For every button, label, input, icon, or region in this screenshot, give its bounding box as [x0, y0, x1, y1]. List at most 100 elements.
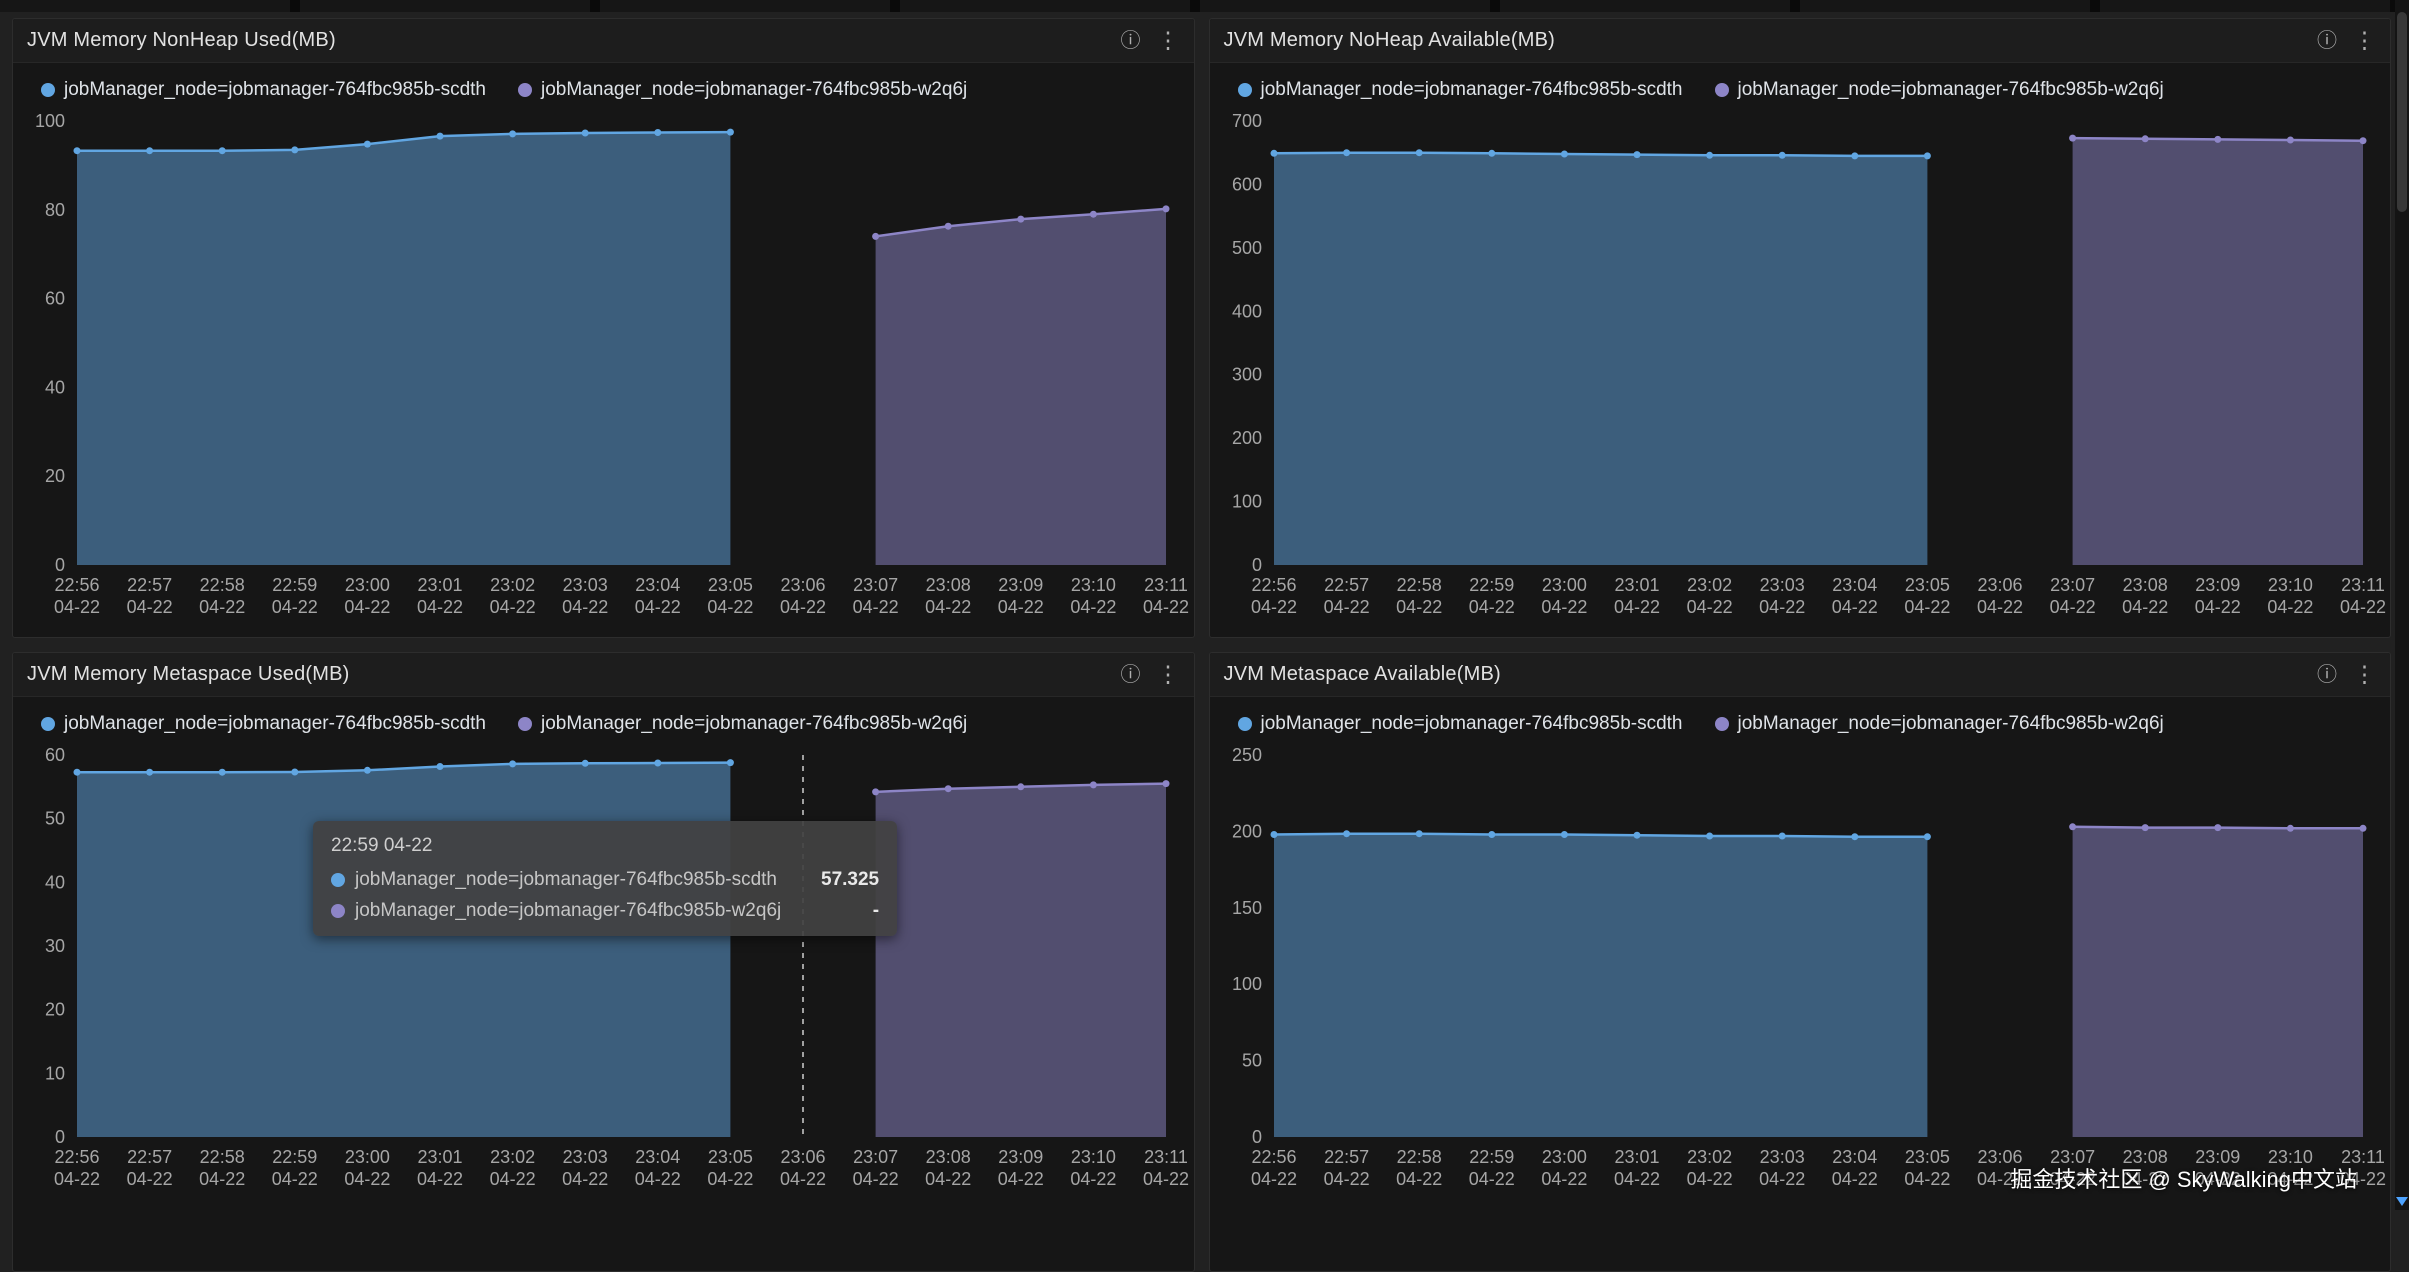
- svg-text:04-22: 04-22: [1541, 597, 1587, 617]
- svg-text:22:58: 22:58: [200, 575, 245, 595]
- svg-text:23:04: 23:04: [635, 575, 680, 595]
- svg-text:04-22: 04-22: [1396, 1169, 1442, 1189]
- svg-text:04-22: 04-22: [707, 1169, 753, 1189]
- legend-item-scdth[interactable]: jobManager_node=jobmanager-764fbc985b-sc…: [1238, 79, 1683, 101]
- svg-text:23:06: 23:06: [1977, 575, 2022, 595]
- chart-tooltip: 22:59 04-22 jobManager_node=jobmanager-7…: [313, 821, 897, 936]
- svg-text:200: 200: [1231, 428, 1261, 448]
- svg-text:23:02: 23:02: [490, 575, 535, 595]
- svg-text:22:59: 22:59: [272, 575, 317, 595]
- svg-text:23:07: 23:07: [853, 575, 898, 595]
- dashboard-grid: JVM Memory NonHeap Used(MB) ⓘ ⋮ jobManag…: [12, 18, 2391, 1272]
- svg-text:04-22: 04-22: [998, 1169, 1044, 1189]
- tooltip-dot-purple: [331, 904, 345, 918]
- legend-dot-purple: [518, 83, 532, 97]
- svg-text:150: 150: [1231, 898, 1261, 918]
- tooltip-series-label: jobManager_node=jobmanager-764fbc985b-sc…: [355, 869, 777, 891]
- panel-title: JVM Memory NoHeap Available(MB): [1224, 29, 1556, 52]
- chart-legend: jobManager_node=jobmanager-764fbc985b-sc…: [1210, 697, 2391, 741]
- svg-text:0: 0: [1251, 1127, 1261, 1147]
- chart-legend: jobManager_node=jobmanager-764fbc985b-sc…: [1210, 63, 2391, 107]
- panel-header: JVM Memory Metaspace Used(MB) ⓘ ⋮: [13, 653, 1194, 697]
- legend-item-w2q6j[interactable]: jobManager_node=jobmanager-764fbc985b-w2…: [1715, 79, 2164, 101]
- svg-text:04-22: 04-22: [1613, 1169, 1659, 1189]
- scrollbar-thumb[interactable]: [2397, 12, 2407, 212]
- svg-text:22:56: 22:56: [1251, 575, 1296, 595]
- svg-text:100: 100: [35, 111, 65, 131]
- svg-text:04-22: 04-22: [1468, 597, 1514, 617]
- kebab-menu-icon[interactable]: ⋮: [1157, 29, 1180, 52]
- svg-text:04-22: 04-22: [2339, 597, 2385, 617]
- watermark: 掘金技术社区 @ SkyWalking中文站: [2010, 1162, 2357, 1194]
- svg-text:04-22: 04-22: [1759, 1169, 1805, 1189]
- panel-actions: ⓘ ⋮: [2317, 29, 2376, 52]
- panel-header: JVM Memory NoHeap Available(MB) ⓘ ⋮: [1210, 19, 2391, 63]
- legend-item-w2q6j[interactable]: jobManager_node=jobmanager-764fbc985b-w2…: [1715, 713, 2164, 735]
- svg-text:22:56: 22:56: [1251, 1147, 1296, 1167]
- svg-text:23:11: 23:11: [1144, 1147, 1188, 1167]
- svg-text:04-22: 04-22: [1070, 597, 1116, 617]
- tooltip-series-value: -: [839, 900, 879, 922]
- svg-text:04-22: 04-22: [127, 1169, 173, 1189]
- svg-text:22:59: 22:59: [1469, 1147, 1514, 1167]
- svg-text:04-22: 04-22: [1396, 597, 1442, 617]
- svg-text:04-22: 04-22: [1250, 1169, 1296, 1189]
- info-icon[interactable]: ⓘ: [2317, 31, 2337, 51]
- scrollbar[interactable]: [2395, 0, 2409, 1210]
- svg-text:250: 250: [1231, 745, 1261, 765]
- svg-text:50: 50: [45, 809, 65, 829]
- browser-tab-strip: [0, 0, 2395, 12]
- svg-text:23:04: 23:04: [1832, 1147, 1877, 1167]
- legend-item-w2q6j[interactable]: jobManager_node=jobmanager-764fbc985b-w2…: [518, 713, 967, 735]
- svg-text:23:02: 23:02: [1687, 575, 1732, 595]
- svg-text:04-22: 04-22: [417, 597, 463, 617]
- svg-text:23:03: 23:03: [563, 1147, 608, 1167]
- legend-item-scdth[interactable]: jobManager_node=jobmanager-764fbc985b-sc…: [1238, 713, 1683, 735]
- panel-jvm-memory-noheap-available: JVM Memory NoHeap Available(MB) ⓘ ⋮ jobM…: [1209, 18, 2392, 638]
- kebab-menu-icon[interactable]: ⋮: [2353, 663, 2376, 686]
- panel-jvm-memory-nonheap-used: JVM Memory NonHeap Used(MB) ⓘ ⋮ jobManag…: [12, 18, 1195, 638]
- svg-text:04-22: 04-22: [925, 597, 971, 617]
- svg-text:23:01: 23:01: [1614, 575, 1659, 595]
- svg-text:23:06: 23:06: [780, 575, 825, 595]
- svg-text:23:05: 23:05: [708, 575, 753, 595]
- svg-text:23:08: 23:08: [2122, 575, 2167, 595]
- legend-item-scdth[interactable]: jobManager_node=jobmanager-764fbc985b-sc…: [41, 79, 486, 101]
- svg-text:04-22: 04-22: [1759, 597, 1805, 617]
- svg-text:04-22: 04-22: [490, 1169, 536, 1189]
- legend-item-w2q6j[interactable]: jobManager_node=jobmanager-764fbc985b-w2…: [518, 79, 967, 101]
- chart-legend: jobManager_node=jobmanager-764fbc985b-sc…: [13, 697, 1194, 741]
- info-icon[interactable]: ⓘ: [1121, 665, 1141, 685]
- svg-text:30: 30: [45, 936, 65, 956]
- svg-text:60: 60: [45, 289, 65, 309]
- info-icon[interactable]: ⓘ: [1121, 31, 1141, 51]
- svg-text:04-22: 04-22: [54, 1169, 100, 1189]
- svg-text:200: 200: [1231, 821, 1261, 841]
- svg-text:23:07: 23:07: [853, 1147, 898, 1167]
- kebab-menu-icon[interactable]: ⋮: [1157, 663, 1180, 686]
- svg-text:04-22: 04-22: [780, 597, 826, 617]
- legend-item-scdth[interactable]: jobManager_node=jobmanager-764fbc985b-sc…: [41, 713, 486, 735]
- svg-text:23:10: 23:10: [1071, 1147, 1116, 1167]
- svg-text:23:05: 23:05: [1904, 1147, 1949, 1167]
- svg-text:04-22: 04-22: [1468, 1169, 1514, 1189]
- chart-canvas: 02040608010022:5604-2222:5704-2222:5804-…: [13, 107, 1194, 621]
- chart-canvas: 010203040506022:5604-2222:5704-2222:5804…: [13, 741, 1194, 1193]
- svg-text:04-22: 04-22: [1686, 597, 1732, 617]
- legend-label: jobManager_node=jobmanager-764fbc985b-w2…: [541, 713, 967, 735]
- svg-text:23:10: 23:10: [1071, 575, 1116, 595]
- scroll-down-arrow-icon[interactable]: [2396, 1197, 2408, 1206]
- kebab-menu-icon[interactable]: ⋮: [2353, 29, 2376, 52]
- svg-text:04-22: 04-22: [127, 597, 173, 617]
- info-icon[interactable]: ⓘ: [2317, 665, 2337, 685]
- svg-text:04-22: 04-22: [1250, 597, 1296, 617]
- svg-text:23:05: 23:05: [708, 1147, 753, 1167]
- svg-text:22:59: 22:59: [1469, 575, 1514, 595]
- svg-text:04-22: 04-22: [853, 1169, 899, 1189]
- svg-text:22:57: 22:57: [1324, 1147, 1369, 1167]
- svg-text:04-22: 04-22: [1323, 1169, 1369, 1189]
